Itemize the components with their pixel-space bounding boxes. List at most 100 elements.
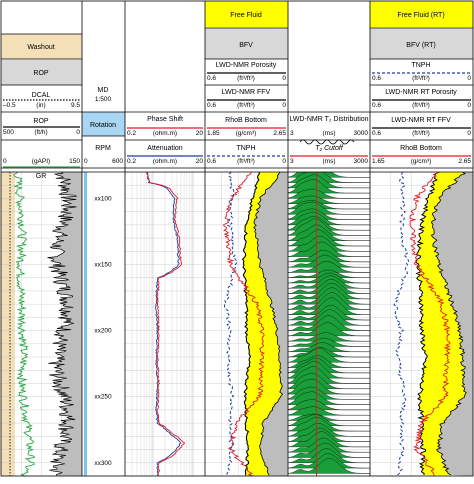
- depth-tick-label: xx250: [94, 394, 112, 401]
- free-fluid-rt-box: [370, 1, 473, 27]
- free-fluid-fill: [242, 172, 283, 476]
- rhob-min: 1.85: [207, 130, 220, 137]
- phase-min: 0.2: [127, 130, 136, 137]
- atten-unit: (ohm.m): [153, 158, 177, 165]
- bfv-label: BFV: [239, 42, 253, 49]
- track-rpm-strip: [84, 172, 87, 476]
- porosity-min: 0.6: [207, 75, 216, 82]
- rhob-curve: [222, 172, 266, 476]
- t2-distribution-trace: [288, 342, 370, 352]
- porosity-rt-unit: (ft³/ft³): [412, 102, 430, 109]
- rpm-label: RPM: [95, 145, 111, 152]
- rpm-min: 0: [84, 158, 88, 165]
- rotation-label: Rotation: [90, 122, 116, 129]
- t2-distribution-trace: [288, 254, 370, 268]
- rpm-max: 600: [112, 158, 123, 165]
- track-6-data: [370, 172, 473, 476]
- track-4-data: [205, 172, 288, 476]
- md-title: MD: [98, 87, 109, 94]
- bfv-rt-box: [370, 28, 473, 59]
- rhob-label: RhoB Bottom: [225, 117, 267, 124]
- rhob-rt-min: 1.65: [372, 158, 385, 165]
- t2-dist-unit: (ms): [323, 130, 336, 137]
- porosity-rt-curve: [415, 172, 440, 475]
- t2-cutoff-unit: (ms): [323, 158, 336, 165]
- phase-shift-curve: [145, 172, 186, 476]
- porosity-rt-min: 0.6: [372, 102, 381, 109]
- ffv-rt-curve: [430, 172, 467, 476]
- t2-distribution-trace: [288, 423, 370, 437]
- depth-axis: xx100 xx150 xx200 xx250 xx300: [94, 195, 112, 466]
- rop-scale-min: 500: [3, 129, 14, 136]
- rhob-unit: (g/cm³): [236, 130, 257, 137]
- t2-distribution-trace: [288, 322, 370, 337]
- t2-distribution-trace: [288, 229, 370, 247]
- ffv-max: 0: [282, 102, 286, 109]
- track-1-data: [1, 172, 82, 476]
- tnph-rt-unit: (ft³/ft³): [412, 75, 430, 82]
- track-3-data: [125, 172, 205, 476]
- rop-scale-label: ROP: [33, 118, 49, 125]
- dcal-label: DCAL: [32, 92, 51, 99]
- rop-curve: [47, 172, 77, 476]
- atten-min: 0.2: [127, 158, 136, 165]
- rop-scale-unit: (ft/h): [34, 129, 47, 136]
- tnph-rt-max: 0: [467, 75, 471, 82]
- free-fluid-box: [205, 1, 288, 27]
- t2-distribution-trace: [288, 347, 370, 363]
- tnph-unit: (ft³/ft³): [237, 158, 255, 165]
- gr-unit: (gAPI): [32, 158, 50, 165]
- t2-distribution-trace: [288, 337, 370, 347]
- ffv-unit: (ft³/ft³): [237, 102, 255, 109]
- rhob-max: 2.65: [273, 130, 286, 137]
- t2-distribution-trace: [288, 458, 370, 474]
- rhob-rt-max: 2.65: [458, 158, 471, 165]
- porosity-unit: (ft³/ft³): [237, 75, 255, 82]
- tnph-rt-min: 0.6: [372, 75, 381, 82]
- depth-tick-label: xx150: [94, 262, 112, 269]
- porosity-label: LWD-NMR Porosity: [216, 62, 277, 69]
- porosity-rt-label: LWD-NMR RT Porosity: [385, 89, 457, 96]
- depth-tick-label: xx100: [94, 195, 112, 202]
- header-panels: [1, 1, 473, 136]
- gr-min: 0: [3, 158, 7, 165]
- rhob-rt-curve: [409, 172, 452, 476]
- gr-max: 150: [69, 158, 80, 165]
- rhob-rt-unit: (g/cm³): [411, 158, 432, 165]
- t2-distribution-trace: [288, 332, 370, 342]
- bfv-rt-fill: [431, 172, 473, 476]
- bfv-rt-label: BFV (RT): [406, 42, 435, 49]
- t2-dist-min: 3: [290, 130, 294, 137]
- rop-scale-max: 0: [76, 129, 80, 136]
- gr-label: GR: [36, 173, 47, 180]
- rhob-rt-label: RhoB Bottom: [400, 145, 442, 152]
- header-labels: Washout ROP DCAL –0.5 (in) 9.5 ROP 500 (…: [3, 12, 471, 180]
- rop-header-label: ROP: [33, 70, 49, 77]
- rpm-curve: [84, 172, 87, 476]
- washout-box: [1, 34, 82, 59]
- tnph-rt-curve: [393, 172, 410, 476]
- ffv-curve: [253, 172, 284, 476]
- t2-distribution-trace: [288, 431, 370, 448]
- t2-cutoff-label: T₂ Cutoff: [315, 145, 344, 152]
- ffv-min: 0.6: [207, 102, 216, 109]
- phase-label: Phase Shift: [147, 116, 183, 123]
- atten-max: 20: [196, 158, 204, 165]
- ffv-rt-min: 0.6: [372, 130, 381, 137]
- rop-box-header: [1, 60, 82, 85]
- t2-cutoff-max: 3000: [354, 158, 369, 165]
- porosity-max: 0: [282, 75, 286, 82]
- bfv-fill: [253, 172, 288, 476]
- gr-curve: [13, 172, 35, 476]
- dcal-min: –0.5: [3, 102, 16, 109]
- t2-distribution-trace: [288, 261, 370, 273]
- free-fluid-rt-label: Free Fluid (RT): [397, 12, 444, 19]
- washout-label: Washout: [27, 44, 54, 51]
- depth-tick-label: xx200: [94, 328, 112, 335]
- bfv-box: [205, 28, 288, 59]
- ffv-label: LWD-NMR FFV: [222, 89, 271, 96]
- washout-fill: [1, 172, 15, 476]
- atten-label: Attenuation: [147, 145, 183, 152]
- tnph-label: TNPH: [236, 145, 255, 152]
